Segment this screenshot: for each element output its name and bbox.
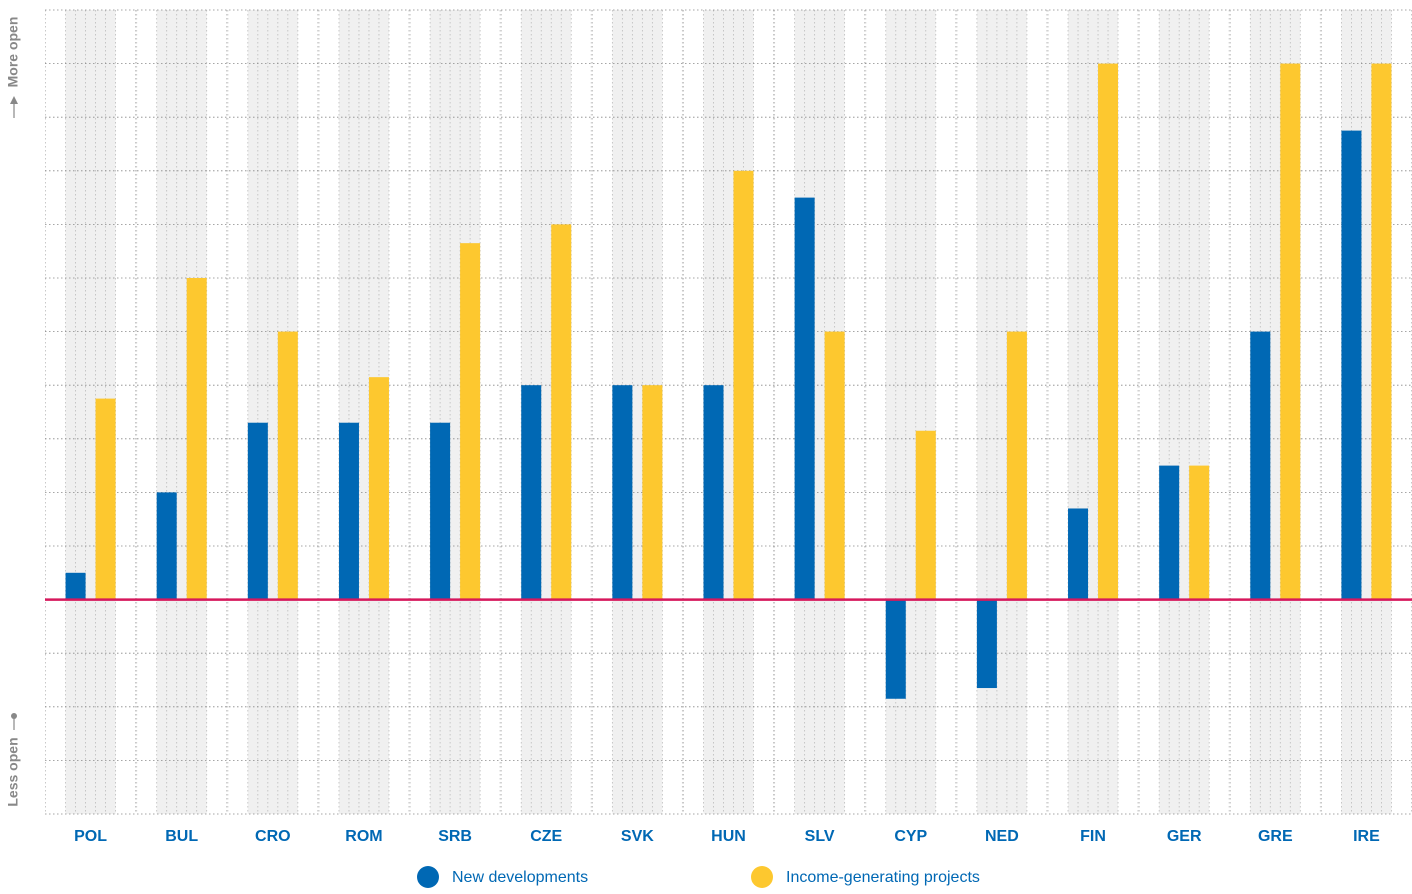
bar: [703, 385, 724, 600]
bar: [794, 197, 815, 600]
x-tick-label: ROM: [345, 828, 382, 845]
bar: [1189, 465, 1210, 600]
bar: [186, 278, 207, 600]
x-tick-label: HUN: [711, 828, 746, 845]
bar: [1006, 331, 1027, 600]
bar: [915, 430, 936, 600]
x-tick-label: CRO: [255, 828, 291, 845]
x-tick-label: BUL: [165, 828, 198, 845]
x-tick-label: NED: [985, 828, 1019, 845]
dot: [11, 713, 17, 719]
bar: [156, 492, 177, 600]
bar: [824, 331, 845, 600]
column-stripe: [1159, 10, 1210, 814]
x-tick-label: GRE: [1258, 828, 1293, 845]
bar: [612, 385, 633, 600]
bar: [460, 243, 481, 600]
y-label-top: More open: [5, 17, 21, 88]
bar: [521, 385, 542, 600]
bar: [1341, 130, 1362, 600]
bar: [95, 398, 116, 600]
bar: [430, 422, 451, 600]
bar: [976, 599, 997, 689]
bar: [1098, 63, 1119, 600]
x-tick-label: SVK: [621, 828, 654, 845]
x-tick-label: CZE: [530, 828, 562, 845]
bar: [642, 385, 663, 600]
bar: [885, 599, 906, 699]
legend-swatch: [417, 866, 439, 888]
bar: [1068, 508, 1089, 600]
legend-swatch: [751, 866, 773, 888]
legend-label: Income-generating projects: [786, 869, 980, 886]
x-tick-label: SRB: [438, 828, 472, 845]
arrow-head: [10, 96, 18, 104]
bar: [1159, 465, 1180, 600]
x-tick-label: SLV: [805, 828, 835, 845]
bar: [1280, 63, 1301, 600]
bar: [65, 572, 86, 600]
x-tick-label: POL: [74, 828, 107, 845]
bar: [1371, 63, 1392, 600]
y-label-bottom: Less open: [5, 737, 21, 806]
bar: [733, 170, 754, 600]
x-tick-label: FIN: [1080, 828, 1106, 845]
bar: [277, 331, 298, 600]
x-tick-label: GER: [1167, 828, 1202, 845]
bar: [551, 224, 572, 600]
bar: [247, 422, 268, 600]
bar: [338, 422, 359, 600]
legend-label: New developments: [452, 869, 588, 886]
bar: [1250, 331, 1271, 600]
side-labels: More open Less open: [5, 17, 21, 807]
x-tick-label: CYP: [894, 828, 927, 845]
x-tick-label: IRE: [1353, 828, 1380, 845]
bar: [368, 377, 389, 600]
